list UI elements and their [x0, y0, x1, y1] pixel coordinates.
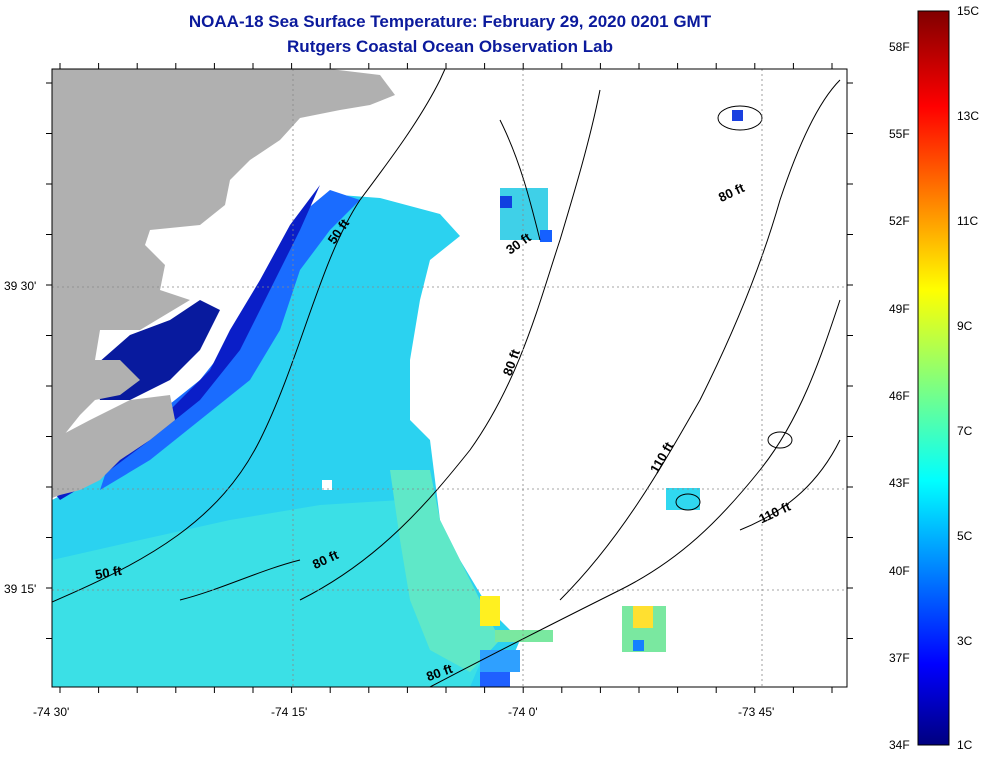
contour-80ft — [299, 89, 601, 601]
colorbar-label-c: 13C — [957, 109, 980, 123]
colorbar-label-f: 49F — [889, 302, 910, 316]
colorbar — [917, 10, 950, 746]
contour-80ft-b — [429, 299, 841, 687]
x-tick-label: -74 15' — [271, 705, 308, 719]
x-tick-label: -73 45' — [738, 705, 775, 719]
sst-patch-ne — [732, 110, 743, 121]
colorbar-label-f: 58F — [889, 40, 910, 54]
x-tick-label: -74 30' — [33, 705, 70, 719]
colorbar-label-f: 46F — [889, 389, 910, 403]
colorbar-label-f: 37F — [889, 651, 910, 665]
contour-110ft — [559, 79, 841, 601]
colorbar-label-c: 11C — [957, 214, 979, 228]
colorbar-label-c: 3C — [957, 634, 973, 648]
sst-patch-bottom — [495, 630, 553, 642]
contour-50ft — [52, 69, 446, 603]
colorbar-label-c: 7C — [957, 424, 973, 438]
y-tick-label: 39 15' — [4, 582, 37, 596]
sst-patch-east — [666, 488, 700, 510]
colorbar-label-f: 40F — [889, 564, 910, 578]
colorbar-label-f: 55F — [889, 127, 910, 141]
sst-warm-patch — [390, 470, 500, 672]
y-tick-label: 39 30' — [4, 279, 37, 293]
contour-110ft-b — [739, 439, 841, 531]
colorbar-label-f: 34F — [889, 738, 910, 752]
colorbar-label-c: 9C — [957, 319, 973, 333]
map-subtitle: Rutgers Coastal Ocean Observation Lab — [287, 37, 613, 56]
colorbar-label-c: 1C — [957, 738, 973, 752]
colorbar-label-c: 5C — [957, 529, 973, 543]
land-coast — [52, 69, 395, 450]
land-lower — [52, 395, 175, 498]
colorbar-label-f: 43F — [889, 476, 910, 490]
colorbar-label-c: 15C — [957, 4, 980, 18]
map-title: NOAA-18 Sea Surface Temperature: Februar… — [188, 12, 712, 31]
x-tick-label: -74 0' — [508, 705, 538, 719]
sst-patch-yellow — [480, 596, 500, 626]
map-frame — [51, 68, 848, 688]
colorbar-label-f: 52F — [889, 214, 910, 228]
